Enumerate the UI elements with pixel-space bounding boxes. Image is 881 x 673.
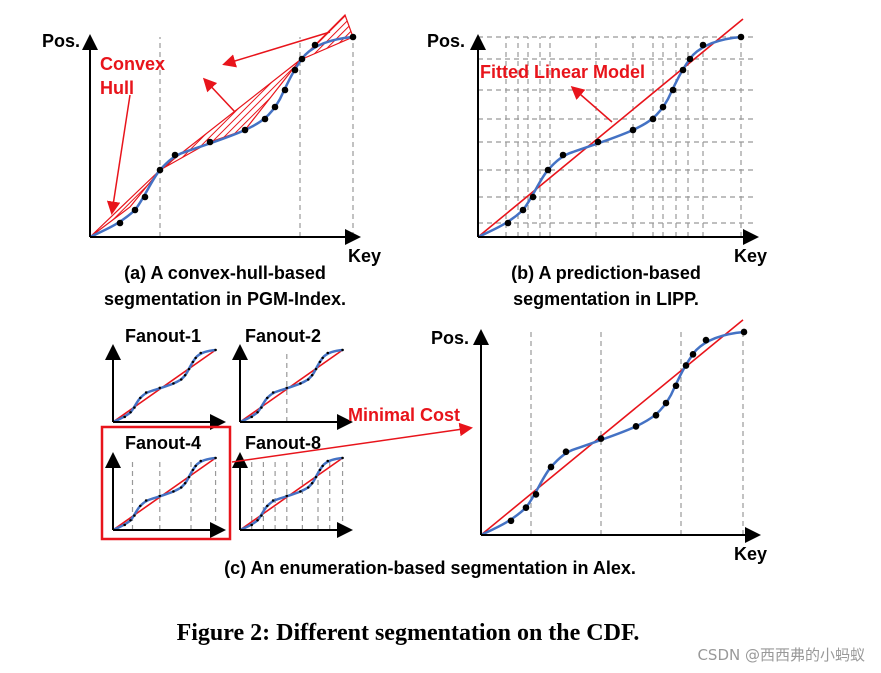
x-label: Key [734, 544, 767, 564]
y-label: Pos. [42, 31, 80, 51]
caption: (c) An enumeration-based segmentation in… [224, 558, 636, 578]
x-label: Key [348, 246, 381, 266]
fanout-label: Fanout-8 [245, 433, 321, 453]
annotation: Hull [100, 78, 134, 98]
x-label: Key [734, 246, 767, 266]
fanout-label: Fanout-4 [125, 433, 201, 453]
caption: segmentation in LIPP. [513, 289, 699, 309]
fanout-label: Fanout-2 [245, 326, 321, 346]
panel-c: Pos. Key (c) An enumeration-based segmen… [224, 320, 767, 578]
figure-caption: Figure 2: Different segmentation on the … [177, 620, 640, 646]
watermark: CSDN @西西弗的小蚂蚁 [697, 646, 865, 664]
annotation: Fitted Linear Model [480, 62, 645, 82]
panel-c-fanouts: Fanout-1 Fanout-2 Fanout-4 Fanout-8 Mini… [100, 326, 473, 541]
annotation: Minimal Cost [348, 405, 460, 425]
y-label: Pos. [431, 328, 469, 348]
caption: (a) A convex-hull-based [124, 263, 326, 283]
panel-a: Pos. Key Convex Hull (a) A convex-hull-b… [42, 13, 381, 309]
annotation: Convex [100, 54, 165, 74]
y-label: Pos. [427, 31, 465, 51]
caption: (b) A prediction-based [511, 263, 701, 283]
fanout-label: Fanout-1 [125, 326, 201, 346]
panel-b: Pos. Key Fitted Linear Model (b) A predi… [427, 19, 767, 309]
caption: segmentation in PGM-Index. [104, 289, 346, 309]
